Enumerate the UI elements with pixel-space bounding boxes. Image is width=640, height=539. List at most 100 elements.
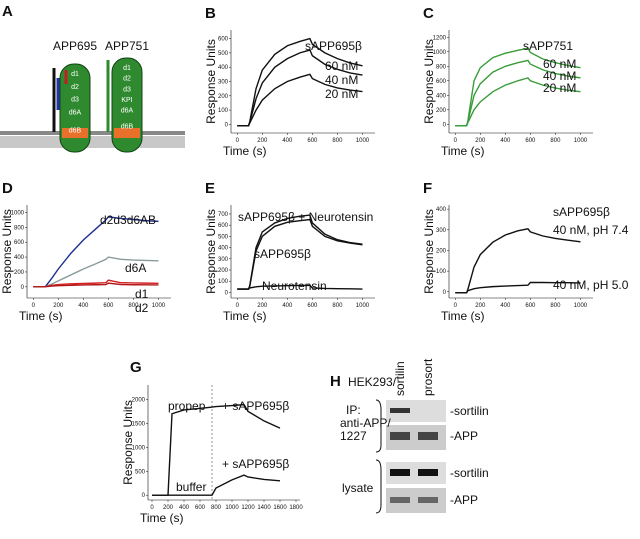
x-tick-label: 1000	[225, 505, 239, 511]
lane-label: prosort	[421, 358, 435, 396]
y-tick-label: 500	[218, 51, 229, 57]
x-tick-label: 400	[282, 303, 293, 309]
band	[390, 469, 410, 476]
y-tick-label: 0	[21, 285, 25, 291]
ip-label: anti-APP/	[340, 416, 391, 430]
y-tick-label: 600	[14, 240, 25, 246]
y-axis-label: Response Units	[422, 209, 436, 294]
x-tick-label: 400	[500, 138, 511, 144]
x-tick-label: 200	[475, 303, 486, 309]
x-tick-label: 1000	[356, 303, 370, 309]
transmembrane	[62, 128, 88, 138]
y-tick-label: 200	[218, 268, 229, 274]
panel-letter: G	[130, 359, 142, 376]
domain-label: d1	[71, 71, 79, 78]
line	[33, 282, 159, 288]
x-tick-label: 0	[150, 505, 154, 511]
x-tick-label: 0	[32, 303, 36, 309]
line	[237, 49, 363, 127]
domain-label: d3	[123, 86, 131, 93]
x-tick-label: 1000	[574, 303, 588, 309]
y-tick-label: 1500	[132, 421, 146, 427]
series-label: 20 nM	[543, 81, 576, 95]
x-tick-label: 200	[257, 303, 268, 309]
y-tick-label: 200	[218, 94, 229, 100]
membrane	[0, 136, 185, 148]
x-tick-label: 1200	[241, 505, 255, 511]
y-tick-label: 600	[436, 79, 447, 85]
y-tick-label: 300	[218, 257, 229, 263]
y-tick-label: 400	[218, 246, 229, 252]
x-tick-label: 0	[236, 138, 240, 144]
y-tick-label: 800	[14, 225, 25, 231]
x-tick-label: 400	[78, 303, 89, 309]
chart-title: sAPP751	[523, 39, 573, 53]
y-tick-label: 100	[218, 108, 229, 114]
y-tick-label: 0	[443, 122, 447, 128]
domain-label: d6B	[121, 124, 134, 131]
blot	[386, 400, 446, 422]
y-tick-label: 200	[14, 270, 25, 276]
x-tick-label: 1600	[273, 505, 287, 511]
x-tick-label: 0	[236, 303, 240, 309]
series-label: d1	[135, 287, 149, 301]
x-tick-label: 800	[332, 138, 343, 144]
bracket	[375, 399, 382, 514]
y-tick-label: 1000	[433, 50, 447, 56]
series-label: 40 nM	[543, 69, 576, 83]
y-tick-label: 200	[436, 108, 447, 114]
y-tick-label: 0	[142, 493, 146, 499]
blot	[386, 462, 446, 484]
blot-label: -APP	[450, 493, 478, 507]
x-tick-label: 600	[103, 303, 114, 309]
y-tick-label: 100	[218, 279, 229, 285]
annotation: + sAPP695β	[222, 399, 289, 413]
series-label: sAPP695β + Neurotensin	[238, 210, 373, 224]
band	[418, 432, 438, 440]
y-tick-label: 400	[436, 207, 447, 213]
series-label: 40 nM, pH 7.4	[553, 223, 629, 237]
protein-name: APP695	[53, 39, 97, 53]
line	[455, 281, 581, 294]
domain-label: KPI	[121, 97, 132, 104]
y-axis-label: Response Units	[204, 39, 218, 124]
x-axis-label: Time (s)	[441, 309, 485, 323]
y-axis-label: Response Units	[0, 209, 14, 294]
line	[237, 284, 363, 290]
band	[418, 497, 438, 503]
x-tick-label: 600	[307, 138, 318, 144]
y-axis-label: Response Units	[121, 400, 135, 485]
x-tick-label: 800	[550, 138, 561, 144]
series-label: 60 nM	[543, 57, 576, 71]
series-label: Neurotensin	[262, 279, 327, 293]
x-tick-label: 1000	[152, 303, 166, 309]
x-tick-label: 200	[257, 138, 268, 144]
panel-letter: E	[205, 180, 215, 197]
chart-title: sAPP695β	[305, 39, 362, 53]
line	[455, 59, 581, 127]
blot-label: -APP	[450, 429, 478, 443]
y-tick-label: 400	[436, 93, 447, 99]
band	[390, 408, 410, 413]
blot-label: -sortilin	[450, 466, 489, 480]
x-tick-label: 200	[53, 303, 64, 309]
blot-label: -sortilin	[450, 404, 489, 418]
series-label: 20 nM	[325, 87, 358, 101]
panel-h	[375, 399, 446, 514]
domain-label: d6A	[121, 108, 134, 115]
band	[390, 432, 410, 440]
line	[455, 227, 581, 294]
x-axis-label: Time (s)	[223, 144, 267, 158]
chart-title: sAPP695β	[553, 205, 610, 219]
y-tick-label: 300	[218, 80, 229, 86]
y-tick-label: 700	[218, 212, 229, 218]
x-tick-label: 400	[282, 138, 293, 144]
series-label: sAPP695β	[254, 247, 311, 261]
y-tick-label: 400	[14, 255, 25, 261]
y-axis-label: Response Units	[204, 209, 218, 294]
x-tick-label: 800	[211, 505, 222, 511]
y-tick-label: 1200	[433, 35, 447, 41]
x-tick-label: 600	[525, 138, 536, 144]
y-tick-label: 500	[218, 234, 229, 240]
